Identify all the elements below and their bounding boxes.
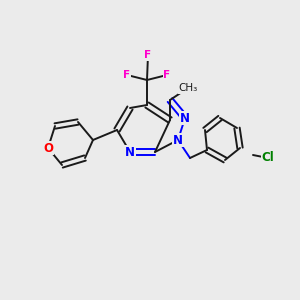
Text: O: O xyxy=(43,142,53,154)
Text: N: N xyxy=(173,134,183,146)
Text: CH₃: CH₃ xyxy=(178,83,198,93)
Text: Cl: Cl xyxy=(262,152,275,164)
Text: N: N xyxy=(125,146,135,158)
Text: F: F xyxy=(164,70,171,80)
Text: F: F xyxy=(123,70,130,80)
Text: N: N xyxy=(180,112,190,124)
Text: F: F xyxy=(144,50,152,60)
